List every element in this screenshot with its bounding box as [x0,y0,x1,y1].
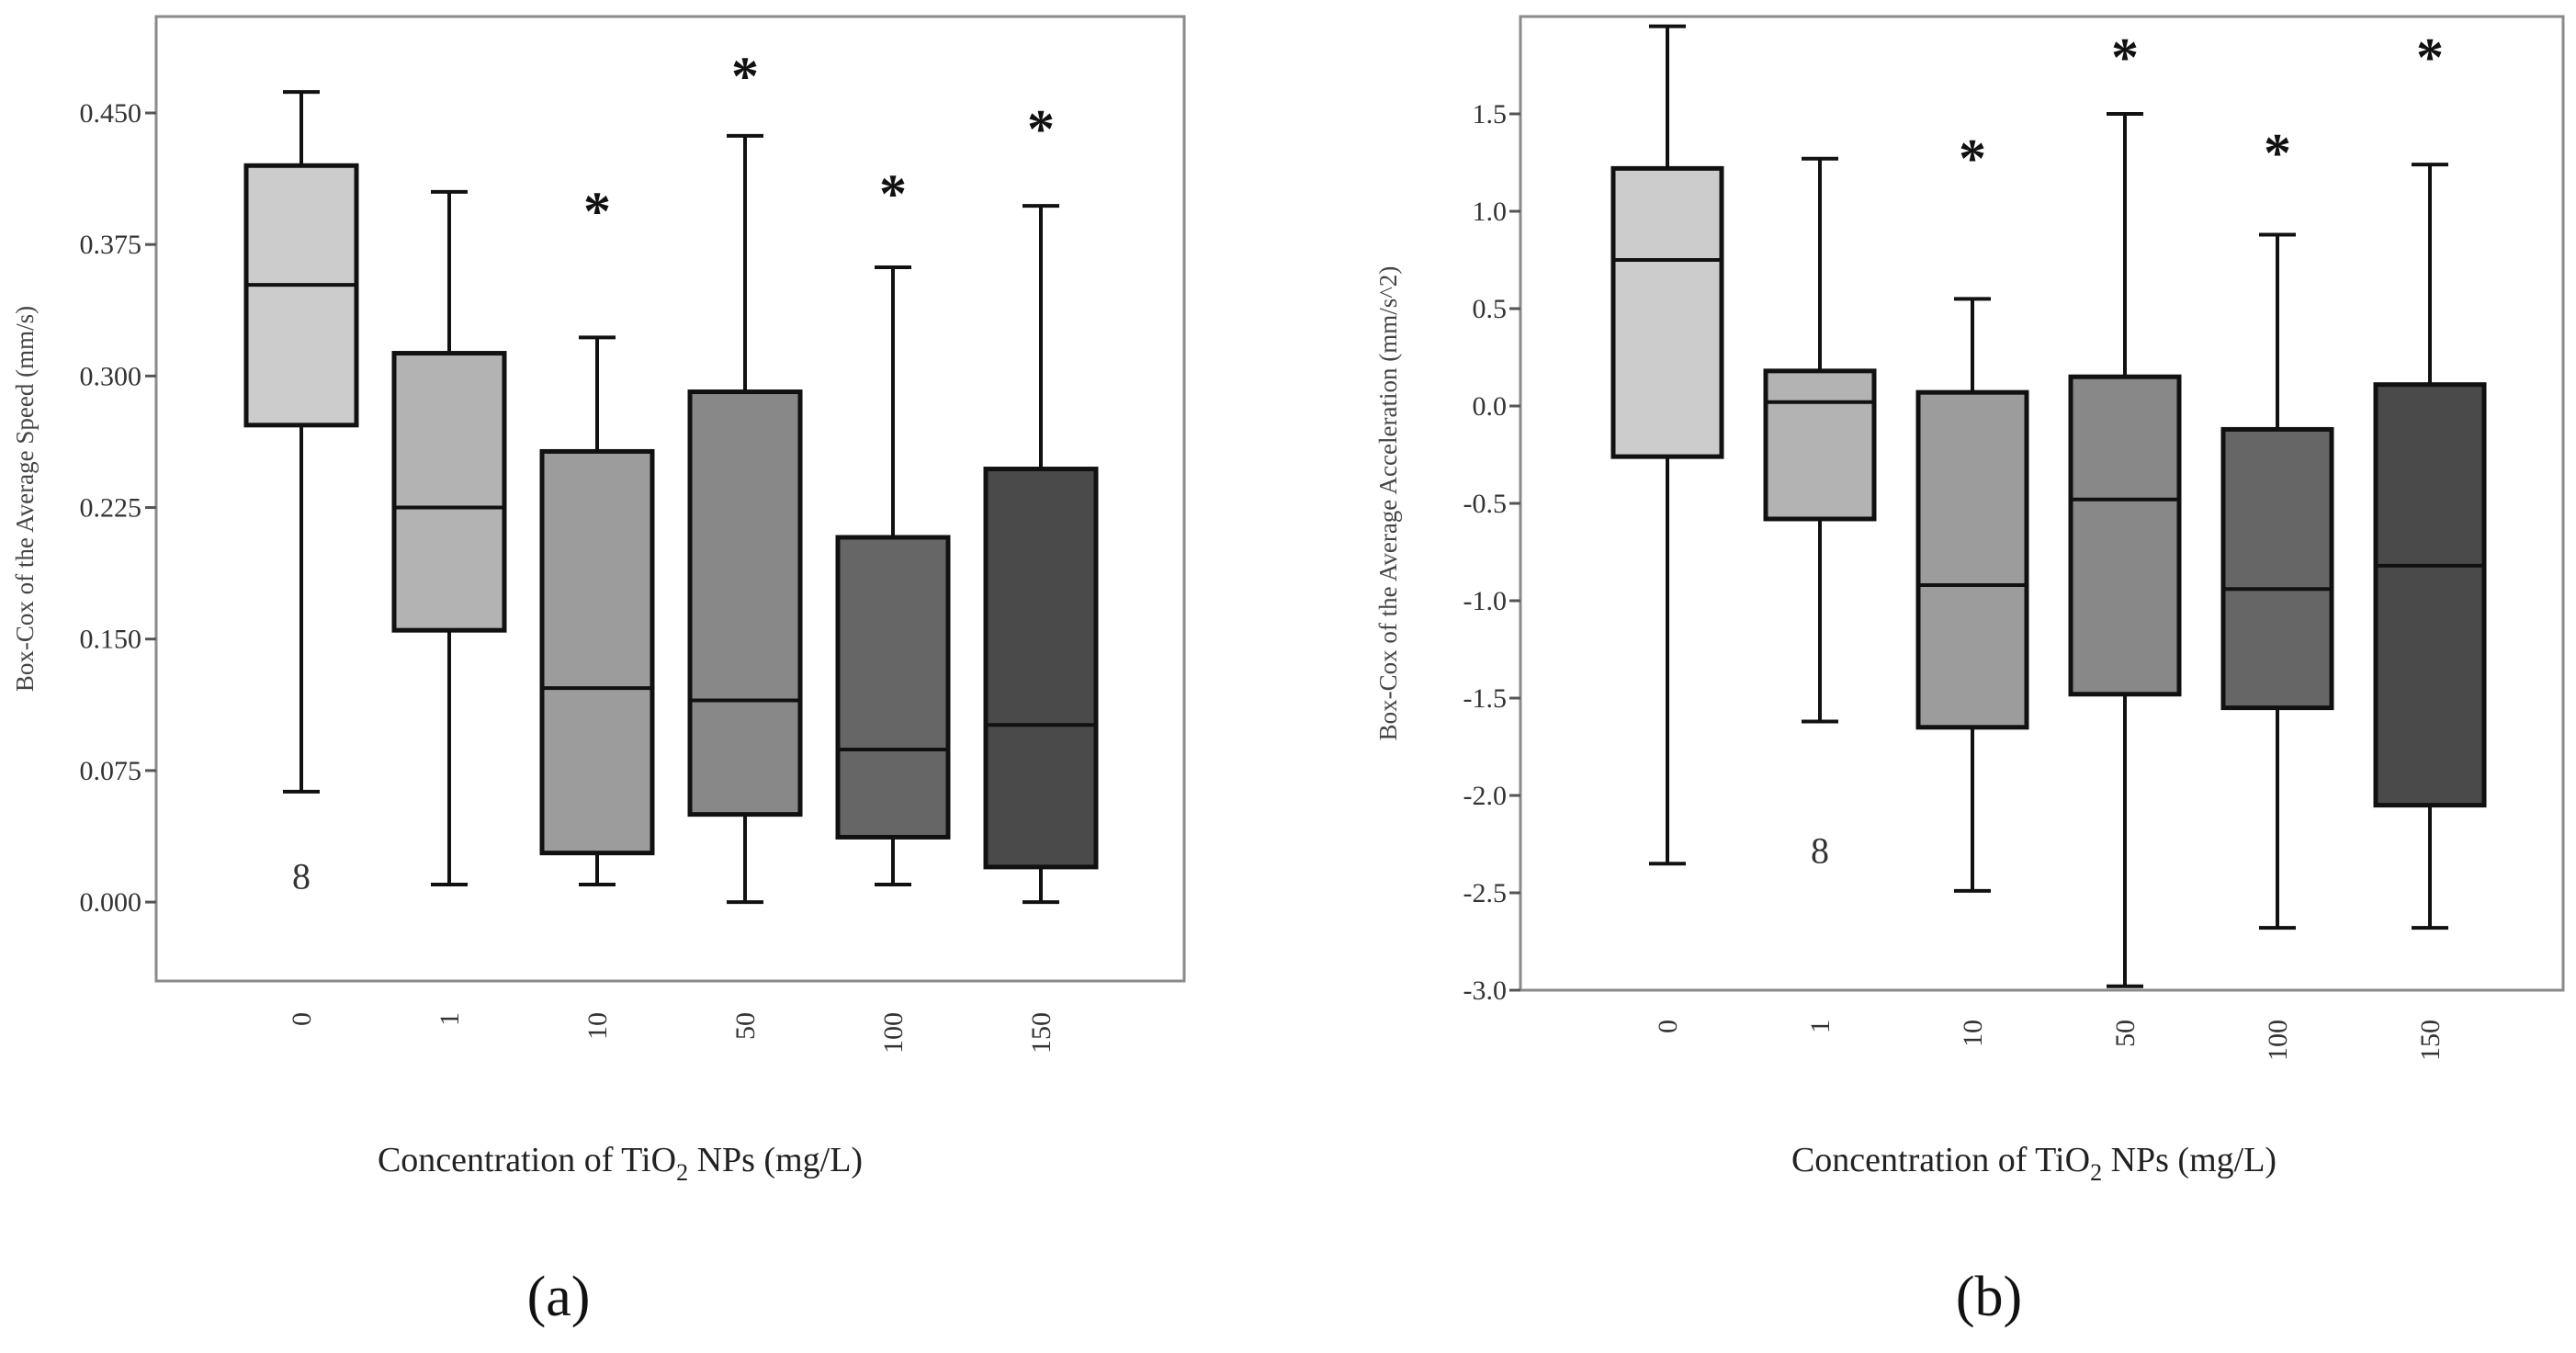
box-iqr [2373,382,2487,808]
y-tick-label: -3.0 [1463,975,1508,1006]
plot-frame [154,15,1186,983]
x-axis-label: Concentration of TiO2 NPs (mg/L) [378,1141,863,1186]
outlier-marker: 8 [292,855,311,896]
x-axis-label-subscript: 2 [676,1159,688,1186]
x-tick-label: 50 [730,1012,761,1040]
box-plot-100 [2220,232,2334,930]
box-plot-10 [1915,297,2029,893]
chart-panel-b: -3.0 -2.5 -2.0 -1.5 -1.0 -0.5 0.0 0.5 1.0 1.5 Box-… [1374,15,2565,1328]
significance-star: * [879,163,907,224]
y-tick-label: -1.0 [1463,586,1508,616]
x-tick-label: 50 [2110,1020,2141,1047]
y-tick-label: 0.225 [80,493,142,524]
y-tick-label: -2.5 [1463,878,1508,908]
y-tick-label: -1.5 [1463,683,1508,714]
significance-star: * [583,181,611,242]
x-tick-label: 0 [287,1012,317,1026]
box-iqr [539,448,655,856]
x-tick-label: 100 [878,1012,909,1054]
box-iqr [2220,426,2334,711]
box-iqr [1610,165,1724,459]
box-plot-150 [2373,163,2487,930]
significance-star: * [2111,27,2139,87]
box-iqr [983,467,1099,870]
x-tick-label: 150 [1026,1012,1056,1054]
x-tick-label: 1 [435,1012,465,1026]
box-iqr [2068,374,2182,697]
chart-panel-a: 0.000 0.075 0.150 0.225 0.300 0.375 0.450 Box-C… [11,15,1186,1328]
x-axis-label-subscript: 2 [2090,1159,2102,1186]
outlier-marker: 8 [1811,829,1829,871]
box-iqr [1915,389,2029,730]
x-tick-label: 10 [582,1012,613,1040]
y-tick-label: 0.300 [80,361,142,391]
y-tick-label: -0.5 [1463,489,1508,519]
x-axis-label-part: Concentration of TiO [1791,1141,2090,1179]
y-tick-label: 0.150 [80,625,142,655]
box-iqr [243,163,359,428]
significance-star: * [1027,98,1055,159]
x-axis-label-part: Concentration of TiO [378,1141,676,1179]
box-plot-0 [1610,24,1724,866]
y-tick-label: 0.375 [80,230,142,260]
panel-label: (b) [1956,1266,2022,1328]
box-iqr [391,351,507,633]
box-iqr [687,389,803,817]
y-tick-label: 1.5 [1473,99,1508,130]
y-tick-label: 0.075 [80,756,142,786]
x-axis-label-part: NPs (mg/L) [688,1141,863,1179]
x-tick-label: 0 [1653,1020,1683,1033]
x-axis-label: Concentration of TiO2 NPs (mg/L) [1791,1141,2277,1186]
significance-star: * [2264,122,2291,183]
y-tick-label: 0.000 [80,887,142,918]
box-plot-50 [2068,112,2182,988]
box-plot-150 [983,204,1099,905]
y-axis-label: Box-Cox of the Average Speed (mm/s) [11,306,39,692]
y-tick-label: 0.450 [80,98,142,129]
x-tick-label: 10 [1958,1020,1988,1047]
significance-star: * [731,46,759,107]
significance-star: * [1959,129,1986,189]
box-plot-0 [243,90,359,794]
y-tick-label: 0.0 [1473,391,1508,422]
panel-label: (a) [527,1266,591,1328]
box-plot-1 [391,189,507,886]
x-tick-label: 150 [2415,1020,2446,1061]
x-tick-label: 100 [2263,1020,2293,1061]
box-plot-10 [539,335,655,886]
x-tick-label: 1 [1805,1020,1836,1033]
box-plot-50 [687,133,803,905]
significance-star: * [2416,27,2444,87]
box-plot-100 [835,265,951,886]
box-plot-1 [1763,156,1877,724]
y-tick-label: -2.0 [1463,781,1508,811]
box-iqr [1763,368,1877,522]
box-iqr [835,535,951,840]
y-tick-label: 1.0 [1473,197,1508,227]
x-axis-label-part: NPs (mg/L) [2102,1141,2277,1179]
y-axis-label: Box-Cox of the Average Acceleration (mm/… [1374,266,1402,741]
y-tick-label: 0.5 [1473,294,1508,324]
